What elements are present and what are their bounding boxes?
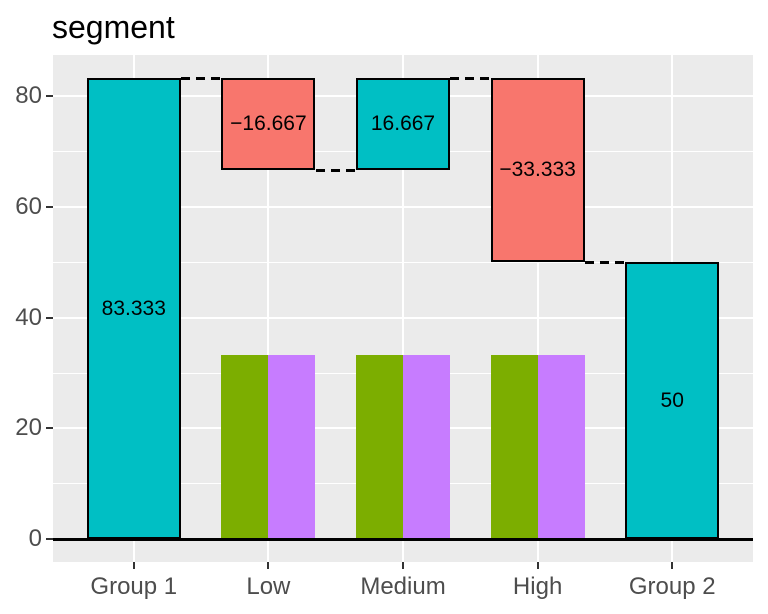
x-axis-tick: [671, 562, 674, 569]
waterfall-bar-medium: [355, 78, 451, 171]
waterfall-bar-low: [221, 78, 316, 171]
bar-value-label-low: −16.667: [230, 112, 307, 136]
y-axis-tick: [46, 206, 53, 209]
x-axis-tick: [267, 562, 270, 569]
bar-value-label-high: −33.333: [499, 158, 576, 182]
x-axis-tick: [132, 562, 135, 569]
y-tick-label: 60: [15, 193, 42, 221]
v-gridline-major: [402, 55, 404, 562]
connector-line: [450, 77, 491, 81]
x-tick-label: High: [512, 573, 563, 600]
y-tick-label: 40: [15, 303, 42, 331]
bar-value-label-group-2: 50: [660, 388, 684, 412]
connector-line: [584, 261, 626, 265]
v-gridline-major: [536, 55, 539, 562]
group-bar-medium-2: [403, 354, 451, 539]
y-axis-tick: [46, 95, 53, 98]
group-bar-high-2: [537, 354, 585, 539]
y-axis-tick: [46, 316, 53, 319]
x-axis-tick: [536, 562, 539, 569]
v-gridline-major: [267, 55, 270, 562]
connector-line: [315, 169, 356, 173]
y-tick-label: 80: [15, 82, 42, 110]
connector-line: [180, 77, 222, 81]
group-bar-high-1: [490, 354, 538, 539]
x-tick-label: Group 1: [90, 573, 178, 600]
group-bar-low-1: [221, 354, 269, 539]
y-tick-label: 20: [15, 414, 42, 442]
waterfall-bar-high: [490, 78, 585, 263]
x-tick-label: Medium: [360, 573, 446, 600]
x-tick-label: Low: [246, 573, 291, 600]
x-axis-tick: [402, 562, 404, 569]
bar-value-label-group-1: 83.333: [101, 296, 166, 320]
y-tick-label: 0: [28, 524, 42, 552]
waterfall-bar-group-2: [625, 262, 720, 539]
group-bar-low-2: [268, 354, 316, 539]
chart-title: segment: [52, 9, 175, 45]
group-bar-medium-1: [355, 354, 403, 539]
y-axis-tick: [46, 427, 53, 430]
bar-value-label-medium: 16.667: [370, 112, 436, 136]
x-tick-label: Group 2: [628, 573, 716, 600]
y-axis-tick: [46, 537, 53, 540]
waterfall-bar-group-1: [86, 78, 181, 539]
zero-axis-line: [53, 537, 753, 541]
